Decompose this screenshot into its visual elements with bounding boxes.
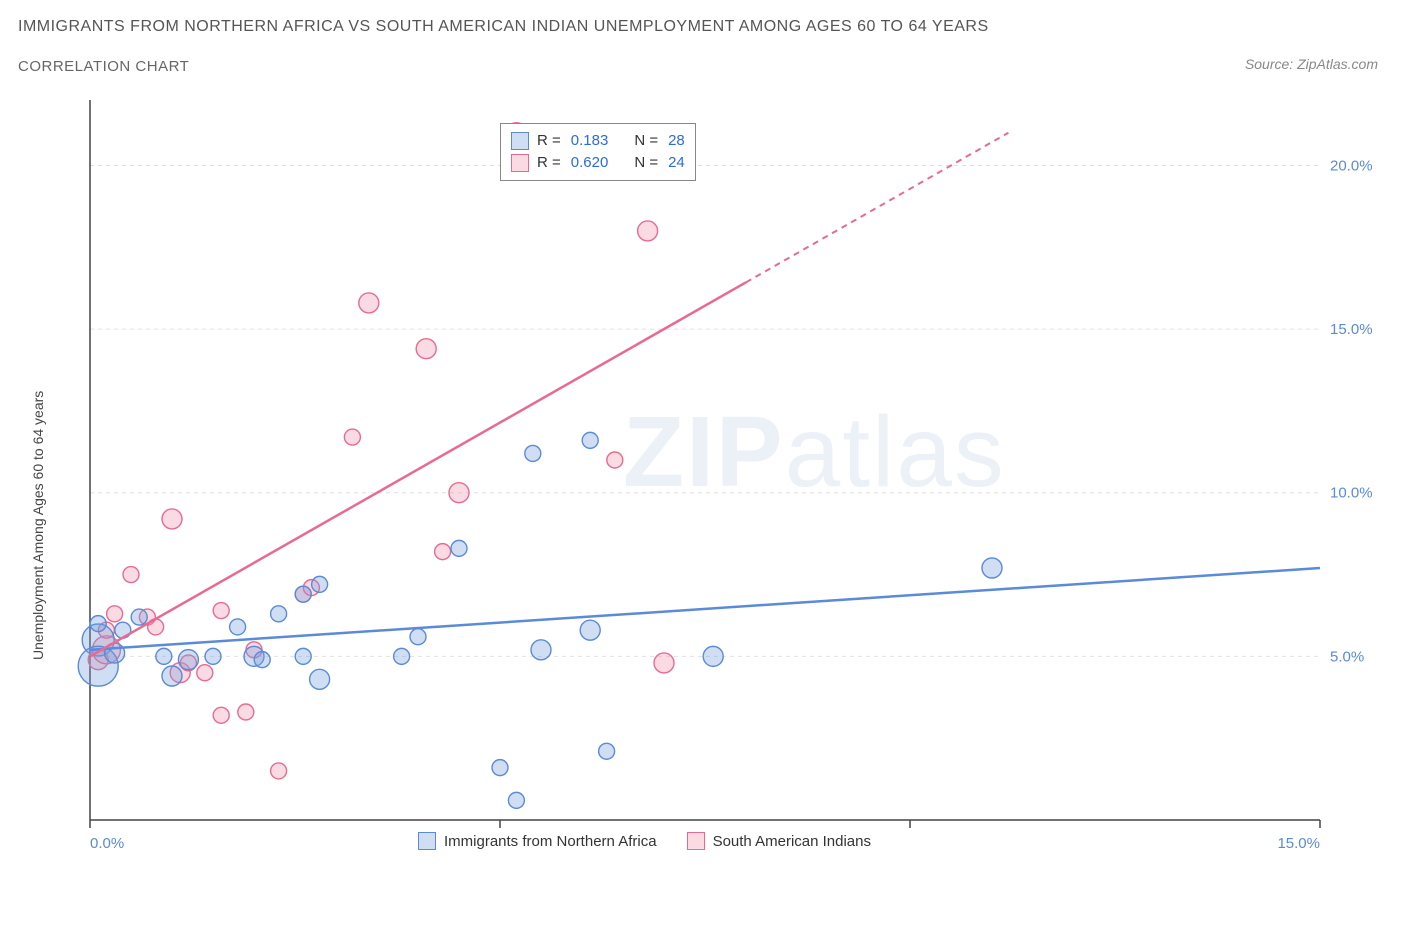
svg-text:15.0%: 15.0% [1277, 835, 1320, 852]
chart-svg: 5.0% 10.0% 15.0% 20.0% 0.0% 15.0% [60, 90, 1380, 860]
scatter-chart: 5.0% 10.0% 15.0% 20.0% 0.0% 15.0% [60, 90, 1380, 860]
source-credit: Source: ZipAtlas.com [1245, 56, 1378, 72]
series-legend: Immigrants from Northern AfricaSouth Ame… [418, 832, 871, 850]
svg-text:0.0%: 0.0% [90, 835, 124, 852]
svg-text:20.0%: 20.0% [1330, 157, 1373, 174]
correlation-legend: R =0.183N =28R =0.620N =24 [500, 123, 696, 181]
y-axis-label: Unemployment Among Ages 60 to 64 years [30, 391, 46, 660]
svg-text:15.0%: 15.0% [1330, 321, 1373, 338]
chart-title: IMMIGRANTS FROM NORTHERN AFRICA VS SOUTH… [18, 18, 989, 36]
svg-text:10.0%: 10.0% [1330, 485, 1373, 502]
svg-text:5.0%: 5.0% [1330, 648, 1364, 665]
chart-subtitle: CORRELATION CHART [18, 58, 189, 75]
